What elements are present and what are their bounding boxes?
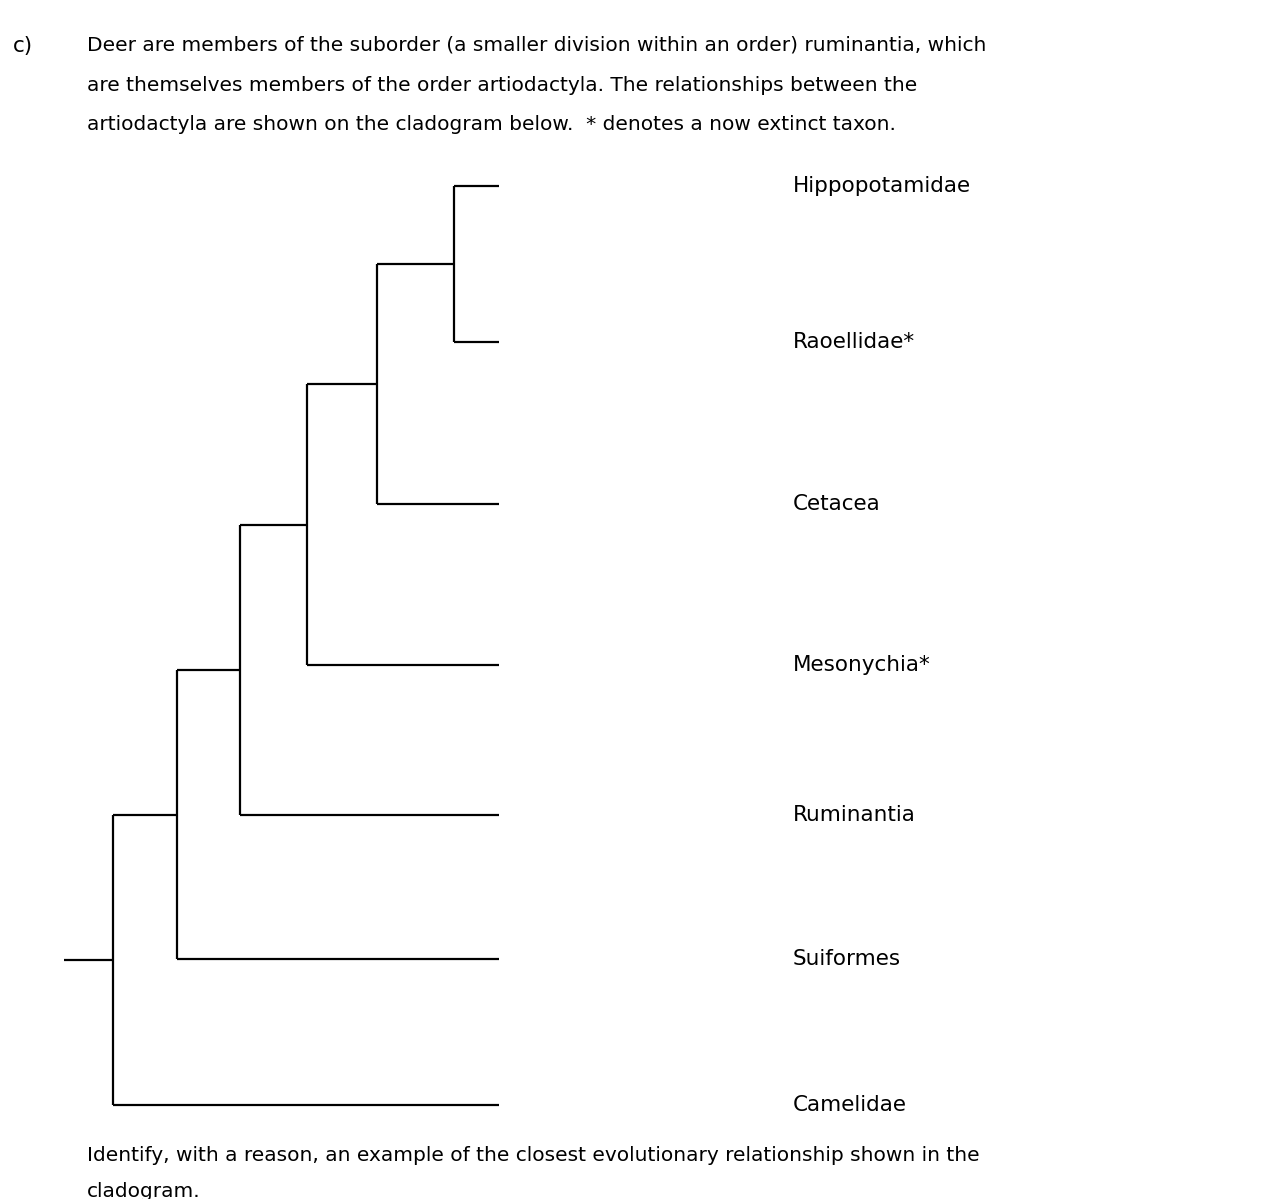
Text: Suiformes: Suiformes — [793, 950, 902, 969]
Text: Raoellidae*: Raoellidae* — [793, 332, 914, 351]
Text: Mesonychia*: Mesonychia* — [793, 656, 931, 675]
Text: Identify, with a reason, an example of the closest evolutionary relationship sho: Identify, with a reason, an example of t… — [87, 1146, 980, 1165]
Text: Camelidae: Camelidae — [793, 1096, 907, 1115]
Text: c): c) — [13, 36, 33, 56]
Text: Deer are members of the suborder (a smaller division within an order) ruminantia: Deer are members of the suborder (a smal… — [87, 36, 986, 55]
Text: cladogram.: cladogram. — [87, 1182, 201, 1199]
Text: Ruminantia: Ruminantia — [793, 806, 916, 825]
Text: artiodactyla are shown on the cladogram below.  * denotes a now extinct taxon.: artiodactyla are shown on the cladogram … — [87, 115, 895, 134]
Text: are themselves members of the order artiodactyla. The relationships between the: are themselves members of the order arti… — [87, 76, 917, 95]
Text: Cetacea: Cetacea — [793, 494, 881, 513]
Text: Hippopotamidae: Hippopotamidae — [793, 176, 971, 195]
